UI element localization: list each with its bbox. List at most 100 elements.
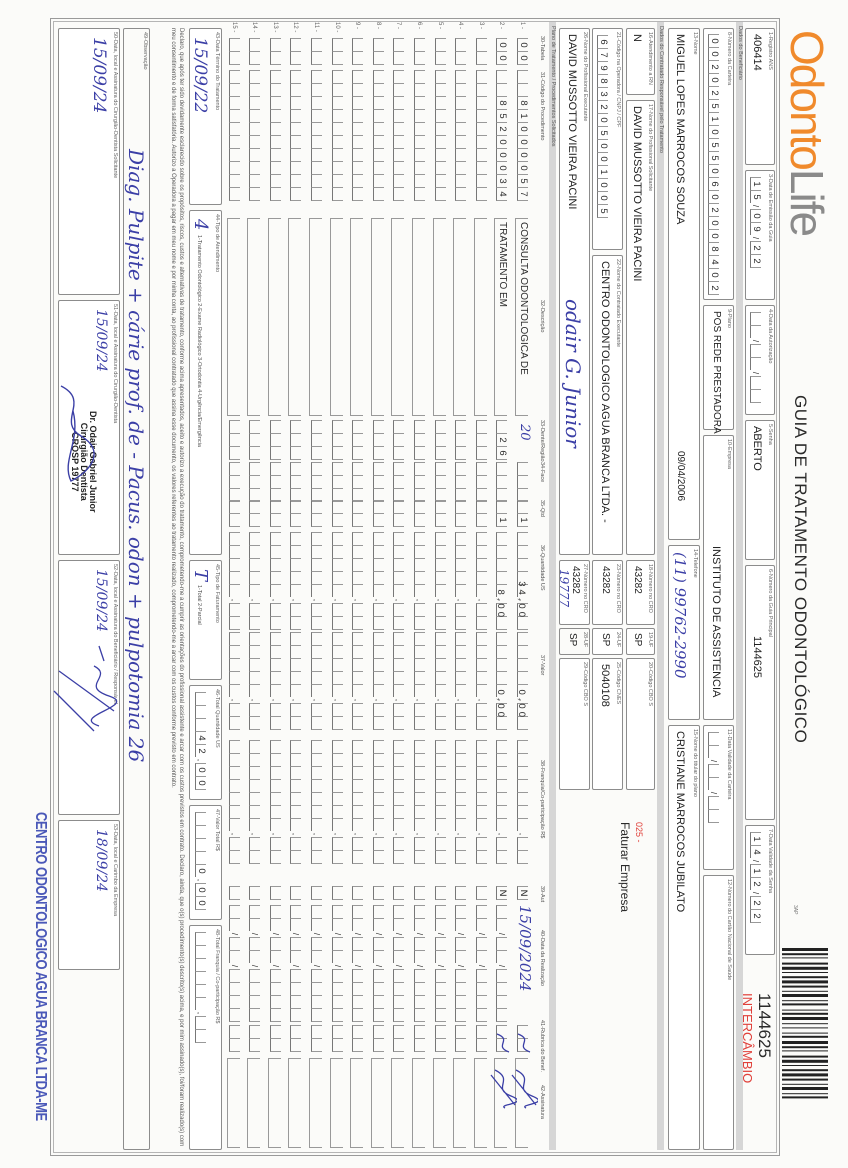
digit-cell — [249, 969, 261, 982]
field-cro-executante: 23-Número no CRO 43282 — [592, 560, 623, 625]
digit-cell: 1 — [517, 109, 529, 122]
digit-cell — [708, 796, 719, 809]
digit-cell — [290, 135, 302, 148]
digit-cell — [290, 475, 302, 488]
cell-qtd-us-boxes: , — [475, 532, 487, 630]
digit-cell — [311, 671, 322, 684]
digit-cell — [455, 446, 467, 460]
row-signature-scribble-icon — [490, 1033, 518, 1109]
digit-cell — [414, 905, 425, 918]
digit-cell — [414, 632, 425, 645]
digit-cell — [249, 658, 261, 671]
digit-cell — [475, 837, 487, 850]
digit-cell — [708, 764, 719, 777]
digit-cell — [434, 174, 446, 187]
digit-cell — [290, 886, 302, 900]
cell-aut — [372, 886, 384, 900]
digit-cell — [269, 792, 281, 805]
digit-cell — [475, 1008, 487, 1022]
digit-cell — [331, 684, 343, 697]
digit-cell — [455, 766, 467, 779]
digit-cell — [249, 645, 261, 658]
digit-cell — [269, 148, 281, 161]
digit-cell — [290, 96, 302, 109]
digit-cell — [311, 850, 322, 864]
field-solicitante: 17-Nome do Profissional Solicitante DAVID… — [626, 100, 655, 555]
digit-cell — [393, 766, 405, 779]
digit-cell — [269, 905, 281, 918]
cell-codigo — [434, 70, 446, 201]
digit-cell — [414, 83, 425, 96]
digit-cell — [455, 603, 467, 616]
digit-cell — [455, 632, 467, 645]
cell-qtd — [228, 500, 240, 527]
options: 1-Tratamento Odontológico 2-Exame Radiol… — [196, 235, 202, 447]
digit-cell — [455, 96, 467, 109]
cell-tabela — [311, 38, 322, 65]
digit-cell — [228, 740, 240, 753]
digit-cell — [455, 545, 467, 558]
cell-rubrica — [475, 1025, 487, 1052]
cell-rubrica — [331, 1025, 343, 1052]
digit-cell — [249, 174, 261, 187]
digit-cell — [290, 918, 302, 931]
th-data: 40-Data da Realização — [539, 930, 545, 986]
digit-cell — [311, 740, 322, 753]
digit-cell — [414, 148, 425, 161]
cell-valor: 0,00 — [495, 689, 507, 721]
digit-cell — [290, 603, 302, 616]
digit-cell — [372, 51, 384, 65]
value: CENTRO ODONTOLOGICO AGUA BRANCA LTDA. - — [599, 261, 611, 523]
digit-cell — [372, 969, 384, 982]
digit-cell — [311, 462, 322, 475]
digit-cell — [228, 420, 240, 433]
digit-cell — [475, 671, 487, 684]
digit-cell — [455, 38, 467, 51]
cell-qtd-us-boxes: , — [434, 532, 446, 630]
digit-cell — [195, 812, 206, 825]
field-empresa: 10-Empresa INSTITUTO DE ASSISTENCIA — [703, 435, 734, 720]
digit-cell — [455, 174, 467, 187]
digit-cell — [496, 995, 508, 1008]
digit-cell — [455, 1025, 467, 1038]
digit-cell — [414, 969, 425, 982]
digit-cell — [475, 982, 487, 995]
cell-rubrica — [269, 1025, 281, 1052]
cell-descricao-line — [350, 218, 364, 416]
digit-cell — [455, 645, 467, 658]
label: 53-Data, local e Carimbo da Empresa — [112, 824, 118, 917]
digit-cell: 0 — [708, 190, 720, 203]
digit-cell — [475, 850, 487, 864]
digit-cell — [475, 83, 487, 96]
label: 43-Data Término do Tratamento — [214, 32, 220, 111]
cell-franquia: , — [331, 740, 343, 864]
digit-cell — [393, 545, 405, 558]
cell-dente — [414, 420, 425, 460]
digit-cell: 5 — [496, 109, 508, 122]
digit-cell — [475, 122, 487, 135]
digit-cell — [393, 684, 405, 697]
digit-cell — [414, 70, 425, 83]
digit-cell — [372, 658, 384, 671]
digit-cell — [269, 96, 281, 109]
cell-codigo — [249, 70, 261, 201]
cell-tabela — [352, 38, 364, 65]
digit-cell: 0 — [708, 34, 720, 47]
digit-cell — [228, 96, 240, 109]
options: 1-Total 2-Parcial — [196, 585, 202, 625]
digit-cell: 4 — [750, 845, 762, 858]
barcode-bar — [782, 1093, 828, 1095]
cell-rubrica — [372, 1025, 384, 1052]
digit-cell — [249, 109, 261, 122]
cell-qtd-us-boxes: , — [331, 532, 343, 630]
digit-cell — [475, 905, 487, 918]
cell-face — [372, 462, 384, 502]
digit-cell — [331, 446, 343, 460]
digit-cell — [414, 753, 425, 766]
digit-cell: 2 — [750, 254, 762, 268]
digit-cell — [455, 83, 467, 96]
digit-cell — [352, 96, 364, 109]
digit-cell — [434, 433, 446, 446]
label: 17-Nome do Profissional Solicitante — [647, 104, 653, 192]
